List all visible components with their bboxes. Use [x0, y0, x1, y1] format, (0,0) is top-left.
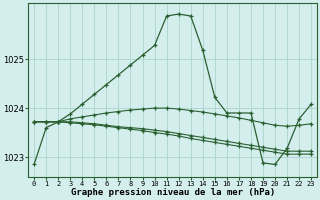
- X-axis label: Graphe pression niveau de la mer (hPa): Graphe pression niveau de la mer (hPa): [70, 188, 275, 197]
